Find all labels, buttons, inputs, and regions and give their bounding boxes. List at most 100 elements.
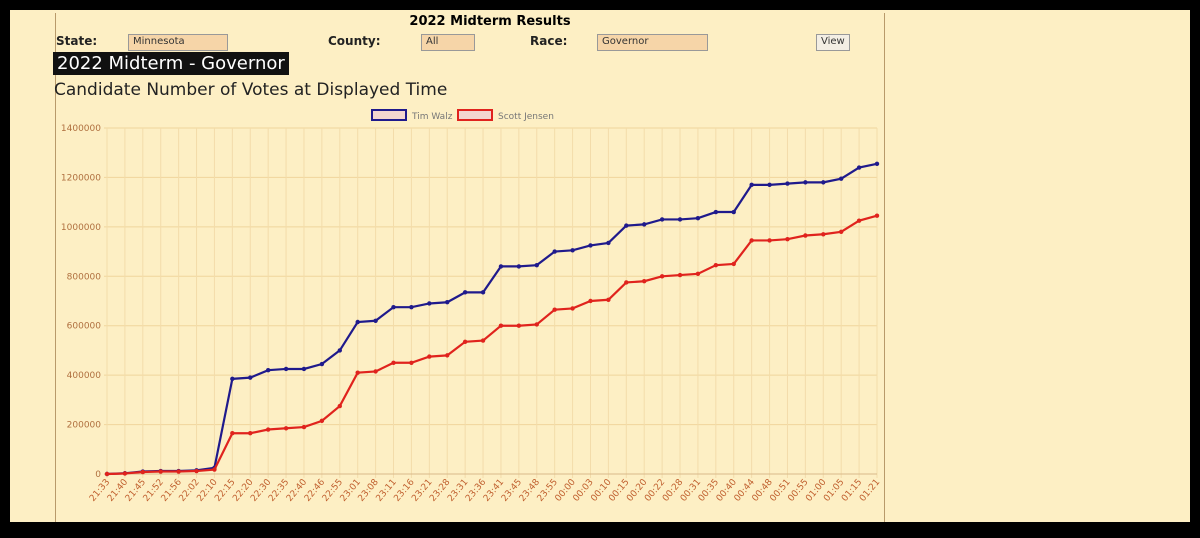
- data-point: [373, 318, 378, 323]
- data-point: [391, 360, 396, 365]
- data-point: [427, 354, 432, 359]
- data-point: [534, 322, 539, 327]
- data-point: [874, 213, 880, 218]
- data-point: [856, 165, 862, 170]
- data-point: [713, 209, 719, 215]
- content-border: [55, 13, 885, 522]
- data-point: [838, 229, 844, 234]
- data-point: [355, 319, 360, 325]
- data-point: [677, 217, 683, 222]
- chart-subheading: Candidate Number of Votes at Displayed T…: [54, 80, 448, 100]
- data-point: [409, 304, 414, 310]
- data-point: [659, 217, 665, 222]
- legend-swatch: [457, 109, 493, 121]
- data-point: [713, 262, 719, 268]
- data-point: [606, 297, 611, 302]
- data-point: [677, 272, 683, 278]
- data-point: [355, 370, 360, 375]
- data-point: [337, 348, 342, 353]
- data-point: [803, 233, 808, 238]
- data-point: [409, 360, 414, 365]
- data-point: [749, 238, 754, 243]
- y-tick-label: 800000: [67, 272, 102, 282]
- view-button[interactable]: View: [816, 34, 850, 51]
- series-line: [106, 162, 878, 476]
- data-point: [391, 304, 396, 310]
- data-point: [480, 290, 486, 295]
- data-point: [856, 218, 862, 223]
- data-point: [821, 180, 826, 185]
- y-tick-label: 600000: [67, 322, 102, 332]
- data-point: [230, 431, 235, 436]
- data-point: [516, 323, 522, 328]
- y-tick-label: 1000000: [61, 223, 101, 233]
- data-point: [588, 243, 593, 248]
- y-tick-label: 200000: [67, 421, 102, 431]
- data-point: [248, 375, 253, 380]
- data-point: [462, 339, 468, 344]
- data-point: [838, 176, 844, 181]
- data-point: [283, 426, 289, 431]
- data-point: [122, 471, 128, 476]
- data-point: [283, 366, 289, 372]
- y-tick-label: 1400000: [61, 124, 101, 134]
- y-tick-label: 0: [95, 470, 101, 480]
- data-point: [158, 469, 163, 474]
- county-select[interactable]: All: [421, 34, 475, 51]
- y-tick-label: 400000: [67, 371, 102, 381]
- data-point: [731, 261, 736, 267]
- data-point: [176, 469, 181, 474]
- data-point: [498, 264, 504, 269]
- data-point: [194, 468, 199, 474]
- county-label: County:: [328, 34, 381, 48]
- state-label: State:: [56, 34, 98, 48]
- data-point: [695, 271, 701, 277]
- data-point: [874, 161, 880, 167]
- data-point: [785, 237, 790, 242]
- data-point: [534, 262, 539, 268]
- series-line: [106, 214, 878, 476]
- data-point: [767, 238, 772, 243]
- chart-heading: 2022 Midterm - Governor: [53, 52, 289, 75]
- data-point: [659, 274, 665, 279]
- data-point: [427, 301, 432, 306]
- data-point: [319, 418, 325, 424]
- x-tick-label: 01:21: [858, 478, 882, 504]
- data-point: [445, 353, 450, 358]
- state-select[interactable]: Minnesota: [128, 34, 228, 51]
- data-point: [552, 249, 557, 254]
- data-point: [785, 181, 790, 186]
- data-point: [588, 298, 593, 304]
- data-point: [337, 403, 342, 409]
- data-point: [140, 469, 146, 475]
- data-point: [373, 369, 378, 374]
- data-point: [821, 232, 826, 237]
- legend-swatch: [371, 109, 407, 121]
- data-point: [248, 431, 253, 436]
- data-point: [767, 182, 772, 188]
- data-point: [319, 361, 325, 367]
- y-tick-label: 1200000: [61, 173, 101, 183]
- data-point: [749, 182, 754, 188]
- data-point: [445, 300, 450, 305]
- legend-label: Scott Jensen: [498, 112, 554, 122]
- data-point: [516, 264, 522, 269]
- race-label: Race:: [530, 34, 568, 48]
- data-point: [301, 366, 307, 372]
- data-point: [301, 424, 307, 430]
- data-point: [230, 376, 235, 382]
- data-point: [695, 216, 701, 221]
- data-point: [731, 209, 736, 215]
- data-point: [624, 280, 629, 285]
- legend-label: Tim Walz: [411, 112, 453, 122]
- data-point: [624, 223, 629, 228]
- data-point: [606, 240, 611, 246]
- race-select[interactable]: Governor: [597, 34, 708, 51]
- data-point: [570, 306, 575, 311]
- app-frame: 2022 Midterm Results State: Minnesota Co…: [10, 10, 1190, 522]
- data-point: [265, 368, 271, 373]
- data-point: [803, 180, 808, 185]
- data-point: [570, 248, 575, 253]
